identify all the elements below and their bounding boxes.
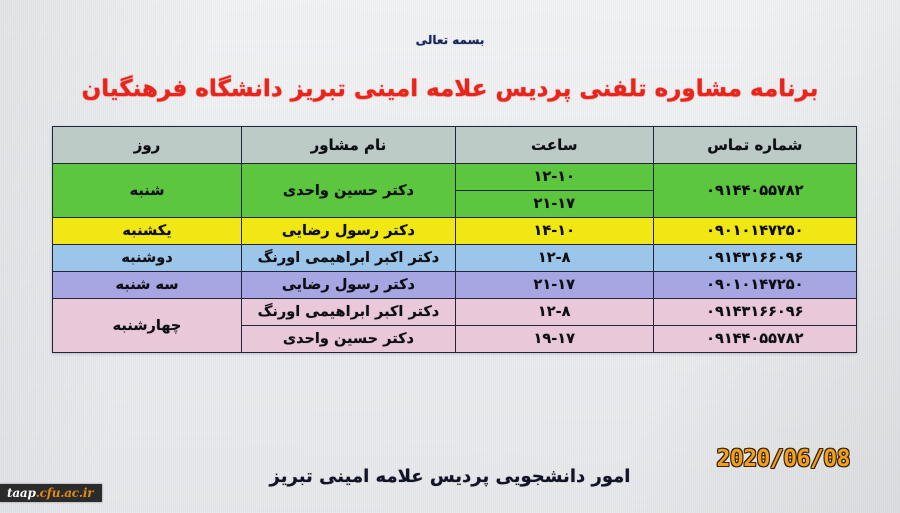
column-header-day: روز [51, 126, 243, 164]
watermark-site-name: taap [7, 486, 36, 500]
besmeh-taala-heading: بسمه تعالی [415, 33, 485, 47]
cell-time: ۲۱-۱۷ [454, 271, 654, 299]
table-row: ۰۹۰۱۰۱۴۷۲۵۰ ۲۱-۱۷ دکتر رسول رضایی سه شنب… [51, 271, 858, 299]
cell-phone: ۰۹۱۴۳۱۶۶۰۹۶ [652, 244, 858, 272]
cell-counselor: دکتر رسول رضایی [241, 271, 456, 299]
column-header-time: ساعت [454, 126, 654, 164]
cell-time: ۱۲-۸ [454, 244, 654, 272]
table-row: ۰۹۱۴۳۱۶۶۰۹۶ ۱۲-۸ دکتر اکبر ابراهیمی اورن… [51, 298, 858, 353]
cell-phone: ۰۹۰۱۰۱۴۷۲۵۰ [652, 271, 858, 299]
cell-counselor: دکتر اکبر ابراهیمی اورنگ [241, 244, 456, 272]
cell-time: ۱۴-۱۰ [454, 217, 654, 245]
cell-counselor: دکتر رسول رضایی [241, 217, 456, 245]
cell-time: ۲۱-۱۷ [454, 190, 654, 218]
cell-phone: ۰۹۱۴۴۰۵۵۷۸۲ [652, 325, 858, 353]
site-watermark: taap.cfu.ac.ir [0, 484, 103, 502]
table-header-row: شماره تماس ساعت نام مشاور روز [51, 126, 858, 164]
cell-day: دوشنبه [51, 244, 243, 272]
table-body: ۰۹۱۴۴۰۵۵۷۸۲ ۱۲-۱۰ دکتر حسین واحدی شنبه ۲… [51, 163, 858, 353]
cell-time: ۱۹-۱۷ [454, 325, 654, 353]
column-header-phone: شماره تماس [652, 126, 858, 164]
cell-phone: ۰۹۱۴۴۰۵۵۷۸۲ [652, 163, 858, 218]
table-row: ۰۹۱۴۳۱۶۶۰۹۶ ۱۲-۸ دکتر اکبر ابراهیمی اورن… [51, 244, 858, 272]
table-row: ۰۹۱۴۴۰۵۵۷۸۲ ۱۲-۱۰ دکتر حسین واحدی شنبه [51, 163, 858, 218]
table-row: ۰۹۰۱۰۱۴۷۲۵۰ ۱۴-۱۰ دکتر رسول رضایی یکشنبه [51, 217, 858, 245]
counseling-schedule-table: شماره تماس ساعت نام مشاور روز ۰۹۱۴۴۰۵۵۷۸… [51, 126, 858, 353]
cell-counselor: دکتر حسین واحدی [241, 325, 456, 353]
cell-time: ۱۲-۱۰ [454, 163, 654, 191]
cell-day: شنبه [51, 163, 243, 218]
cell-day: سه شنبه [51, 271, 243, 299]
table-header: شماره تماس ساعت نام مشاور روز [51, 126, 858, 164]
cell-day: چهارشنبه [51, 298, 243, 353]
cell-day: یکشنبه [51, 217, 243, 245]
cell-counselor: دکتر حسین واحدی [241, 163, 456, 218]
camera-datestamp: 2020/06/08 [716, 446, 851, 472]
cell-phone: ۰۹۰۱۰۱۴۷۲۵۰ [652, 217, 858, 245]
cell-counselor: دکتر اکبر ابراهیمی اورنگ [241, 298, 456, 326]
cell-phone: ۰۹۱۴۳۱۶۶۰۹۶ [652, 298, 858, 326]
footer-office-name: امور دانشجویی پردیس علامه امینی تبریز [269, 466, 631, 487]
watermark-domain: .cfu.ac.ir [35, 486, 94, 500]
page-title: برنامه مشاوره تلفنی پردیس علامه امینی تب… [81, 76, 819, 102]
cell-time: ۱۲-۸ [454, 298, 654, 326]
column-header-counselor: نام مشاور [241, 126, 456, 164]
